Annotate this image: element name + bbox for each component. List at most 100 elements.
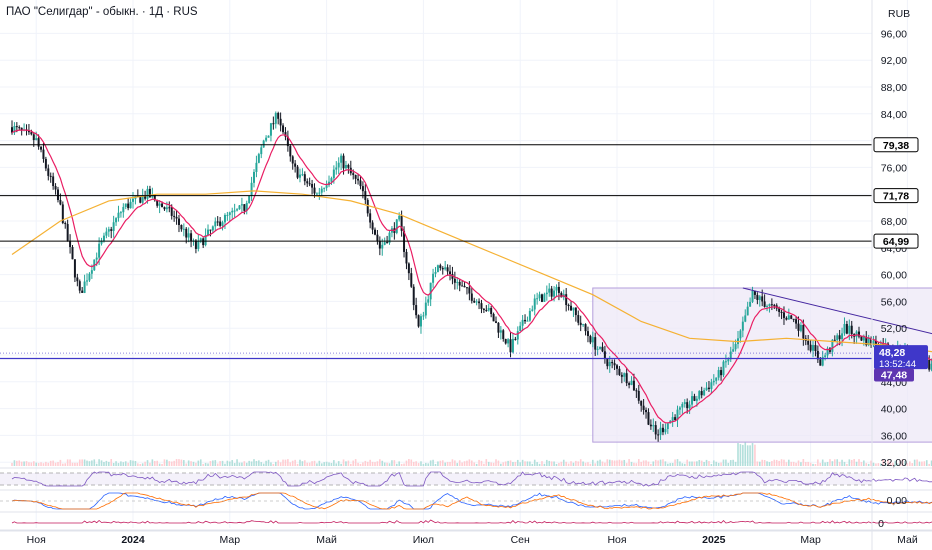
volume-bar <box>628 459 630 466</box>
candle-body <box>291 156 294 164</box>
volume-bar <box>366 461 369 466</box>
volume-bar <box>398 461 400 466</box>
candle-body <box>572 307 575 311</box>
volume-bar <box>778 460 780 466</box>
volume-bar <box>550 461 553 466</box>
volume-bar <box>642 460 645 466</box>
candle-body <box>44 158 47 169</box>
volume-bar <box>241 462 243 466</box>
candle-body <box>335 167 338 170</box>
candle-body <box>654 425 657 435</box>
candle-body <box>388 232 391 243</box>
candle-body <box>632 380 635 391</box>
volume-bar <box>197 460 200 466</box>
candle-body <box>720 370 723 376</box>
candle-body <box>577 315 580 323</box>
candle-body <box>197 240 200 249</box>
volume-bar <box>804 462 807 466</box>
y-tick-label: 68,00 <box>881 216 907 228</box>
volume-bar <box>829 459 831 466</box>
candle-body <box>848 325 851 334</box>
volume-bar <box>744 442 747 466</box>
candle-body <box>611 361 614 364</box>
candle-body <box>732 349 735 352</box>
volume-bar <box>650 463 652 466</box>
volume-bar <box>616 460 618 466</box>
candle-body <box>618 368 621 375</box>
candle-body <box>492 313 495 322</box>
ema-line <box>11 129 932 424</box>
candle-body <box>71 247 74 260</box>
volume-bar <box>20 461 23 466</box>
candle-body <box>219 221 222 226</box>
candle-body <box>816 350 819 360</box>
candle-body <box>574 307 577 316</box>
candle-body <box>707 387 710 389</box>
volume-bar <box>359 463 362 466</box>
volume-bar <box>608 459 611 466</box>
volume-bar <box>304 460 306 466</box>
volume-bar <box>560 461 563 466</box>
candle-body <box>770 304 773 306</box>
candle-body <box>187 233 190 238</box>
drawing-layer[interactable] <box>742 141 932 392</box>
volume-bar <box>427 463 430 466</box>
volume-bar <box>887 459 889 466</box>
volume-bar <box>282 459 284 466</box>
volume-bar <box>291 460 294 466</box>
trendline <box>742 287 932 335</box>
candle-body <box>163 207 166 210</box>
volume-bar <box>780 459 783 466</box>
volume-bar <box>441 460 444 466</box>
volume-bar <box>112 463 115 466</box>
volume-bar <box>664 461 667 466</box>
volume-bar <box>122 462 125 466</box>
volume-bar <box>473 462 476 466</box>
volume-bar <box>710 463 713 466</box>
volume-bar <box>783 459 785 466</box>
volume-bar <box>115 461 117 466</box>
candle-body <box>778 308 781 312</box>
candle-body <box>729 351 732 360</box>
volume-bar <box>139 463 142 466</box>
candle-body <box>717 370 720 378</box>
x-axis[interactable]: Ноя2024МарМайИюлСенНоя2025МарМайИюлСенНо… <box>0 530 932 546</box>
candle-body <box>792 318 795 320</box>
volume-bar <box>749 445 751 466</box>
volume-bar <box>485 459 488 466</box>
candle-body <box>294 163 297 167</box>
candle-body <box>456 281 459 283</box>
volume-bar <box>388 463 391 466</box>
signal-line <box>11 492 932 510</box>
volume-bar <box>224 463 226 466</box>
volume-bar <box>330 463 333 466</box>
candle-body <box>308 183 311 185</box>
candle-body <box>185 228 188 238</box>
candle-body <box>177 218 180 226</box>
volume-bar <box>594 463 597 466</box>
volume-bar <box>611 460 613 466</box>
candle-body <box>248 195 251 204</box>
volume-bar <box>841 459 843 466</box>
candle-body <box>625 373 628 384</box>
candle-body <box>722 361 725 376</box>
candle-body <box>400 215 403 231</box>
volume-bar <box>238 462 241 466</box>
volume-bar <box>262 463 265 466</box>
volume-bar <box>258 460 260 466</box>
volume-bar <box>429 460 432 466</box>
volume-bar <box>347 460 350 466</box>
candle-body <box>753 290 756 295</box>
volume-bar <box>374 462 376 466</box>
volume-bar <box>497 460 500 466</box>
currency-label[interactable]: RUB <box>888 8 911 20</box>
candle-body <box>640 400 643 406</box>
candle-body <box>313 187 316 194</box>
candle-body <box>54 186 57 190</box>
volume-bar <box>260 462 263 466</box>
candle-body <box>144 195 147 199</box>
volume-bar <box>894 460 897 466</box>
candle-body <box>787 315 790 320</box>
candle-body <box>441 267 444 270</box>
